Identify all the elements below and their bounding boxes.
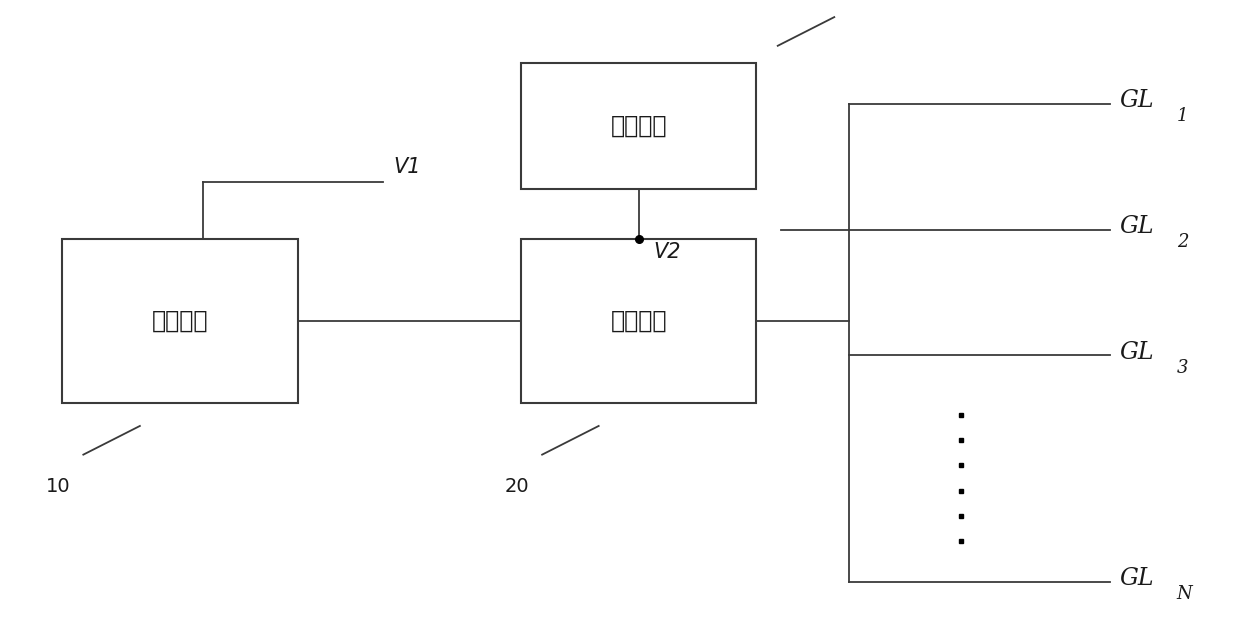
- Text: V2: V2: [653, 242, 681, 262]
- FancyBboxPatch shape: [521, 63, 756, 189]
- Text: 1: 1: [1177, 108, 1188, 125]
- Text: 充电模块: 充电模块: [151, 309, 208, 333]
- Text: GL: GL: [1120, 89, 1154, 112]
- Text: GL: GL: [1120, 341, 1154, 364]
- Text: GL: GL: [1120, 215, 1154, 238]
- Text: 30: 30: [859, 0, 884, 4]
- Text: 3: 3: [1177, 359, 1188, 377]
- Text: 2: 2: [1177, 233, 1188, 251]
- Text: 10: 10: [46, 477, 71, 496]
- FancyBboxPatch shape: [521, 239, 756, 403]
- FancyBboxPatch shape: [62, 239, 298, 403]
- Text: 20: 20: [505, 477, 529, 496]
- Text: 输入模块: 输入模块: [610, 114, 667, 138]
- Text: N: N: [1177, 586, 1193, 603]
- Text: V1: V1: [393, 157, 420, 177]
- Text: GL: GL: [1120, 567, 1154, 590]
- Text: 放电模块: 放电模块: [610, 309, 667, 333]
